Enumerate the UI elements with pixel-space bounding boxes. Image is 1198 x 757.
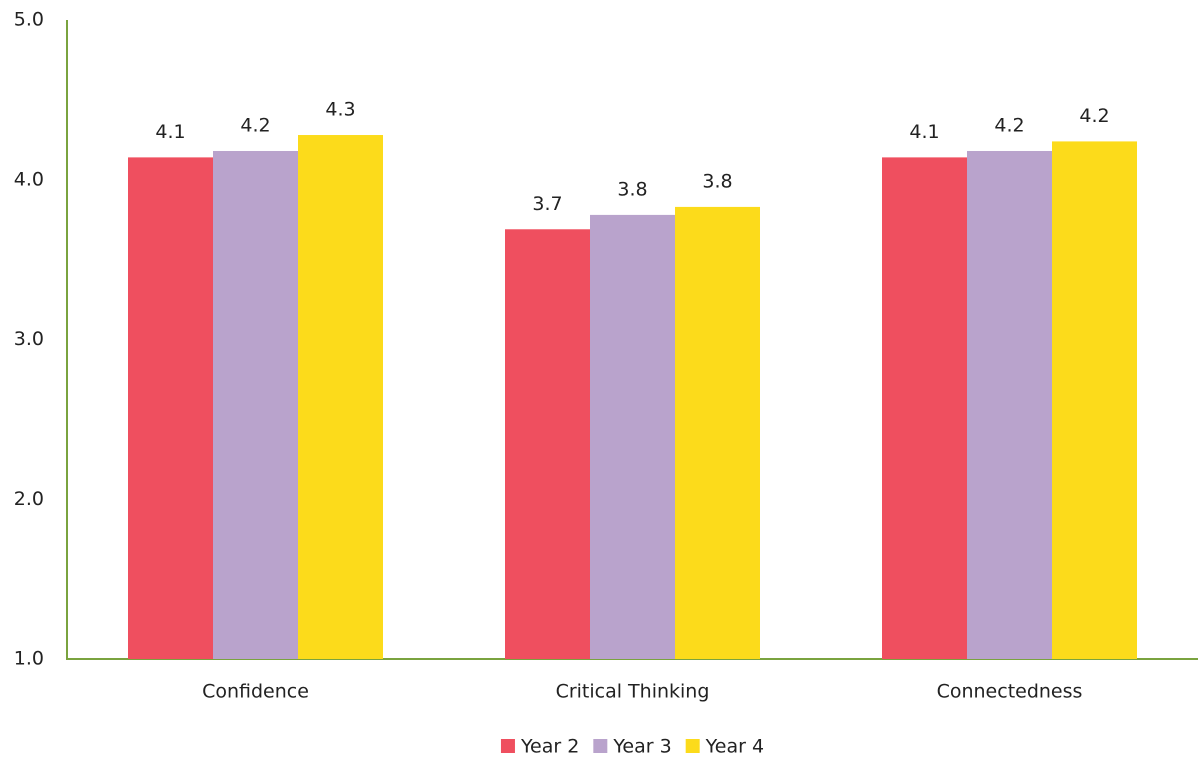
data-label: 4.2 xyxy=(240,114,270,136)
bar xyxy=(967,150,1052,659)
y-tick-label: 3.0 xyxy=(14,328,44,350)
data-label: 4.3 xyxy=(325,99,355,121)
x-tick-label: Critical Thinking xyxy=(556,681,710,703)
y-tick-label: 4.0 xyxy=(14,168,44,190)
bar xyxy=(675,206,760,659)
y-tick-label: 1.0 xyxy=(14,648,44,670)
x-tick-label: Connectedness xyxy=(937,681,1083,703)
legend-swatch xyxy=(500,739,515,753)
bar xyxy=(213,150,298,659)
data-label: 3.7 xyxy=(532,193,562,215)
y-tick-label: 2.0 xyxy=(14,488,44,510)
x-tick-label: Confidence xyxy=(202,681,309,703)
data-label: 4.2 xyxy=(1079,105,1109,127)
y-tick-label: 5.0 xyxy=(14,9,44,31)
legend-swatch xyxy=(593,739,608,753)
bar xyxy=(505,229,590,659)
data-label: 4.2 xyxy=(994,114,1024,136)
bar xyxy=(590,214,675,659)
legend-label: Year 4 xyxy=(705,736,764,757)
bar xyxy=(882,157,967,659)
data-label: 3.8 xyxy=(702,170,732,192)
legend-label: Year 2 xyxy=(520,736,579,757)
data-label: 4.1 xyxy=(155,121,185,143)
legend-label: Year 3 xyxy=(612,736,671,757)
bar xyxy=(298,135,383,659)
bar xyxy=(1052,141,1137,659)
data-label: 3.8 xyxy=(617,178,647,200)
legend-swatch xyxy=(685,739,700,753)
bar xyxy=(128,157,213,659)
data-label: 4.1 xyxy=(909,121,939,143)
